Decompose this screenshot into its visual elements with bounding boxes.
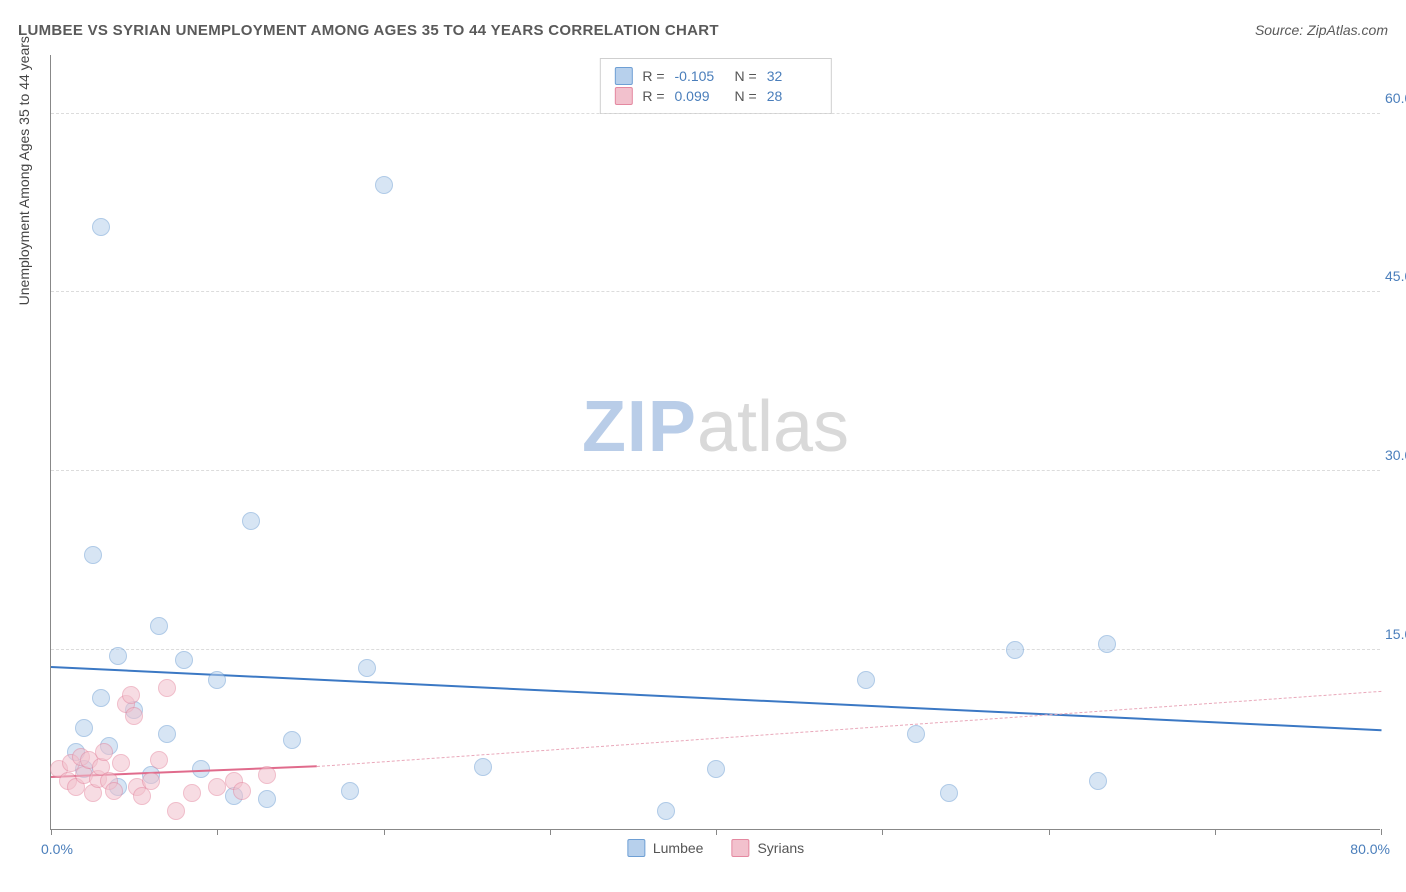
data-point [940,784,958,802]
data-point [158,679,176,697]
legend-item: Lumbee [627,839,704,857]
data-point [105,782,123,800]
gridline [51,113,1380,114]
legend-swatch [614,87,632,105]
data-point [167,802,185,820]
data-point [208,671,226,689]
data-point [125,707,143,725]
watermark: ZIPatlas [582,386,849,468]
data-point [907,725,925,743]
trend-line [317,691,1381,767]
y-tick-label: 45.0% [1385,268,1406,284]
data-point [150,617,168,635]
data-point [75,719,93,737]
data-point [258,790,276,808]
x-tick [1381,829,1382,835]
stat-n-value: 32 [767,68,817,84]
legend: Lumbee Syrians [627,839,804,857]
watermark-zip: ZIP [582,387,697,467]
legend-swatch [731,839,749,857]
stats-box: R = -0.105 N = 32 R = 0.099 N = 28 [599,58,831,114]
x-tick [550,829,551,835]
data-point [375,176,393,194]
data-point [142,772,160,790]
data-point [857,671,875,689]
data-point [92,218,110,236]
data-point [175,651,193,669]
x-tick [51,829,52,835]
stat-r-value: -0.105 [675,68,725,84]
data-point [84,546,102,564]
legend-item: Syrians [731,839,804,857]
data-point [208,778,226,796]
gridline [51,291,1380,292]
data-point [183,784,201,802]
stats-row: R = -0.105 N = 32 [614,67,816,85]
y-axis-title: Unemployment Among Ages 35 to 44 years [16,36,32,305]
data-point [112,754,130,772]
data-point [341,782,359,800]
gridline [51,470,1380,471]
y-tick-label: 15.0% [1385,626,1406,642]
plot-area: ZIPatlas R = -0.105 N = 32 R = 0.099 N = 28 0.0… [50,55,1380,830]
legend-swatch [614,67,632,85]
chart-container: LUMBEE VS SYRIAN UNEMPLOYMENT AMONG AGES… [0,0,1406,892]
legend-label: Lumbee [653,840,704,856]
data-point [258,766,276,784]
data-point [242,512,260,530]
data-point [707,760,725,778]
x-axis-max-label: 80.0% [1350,841,1390,857]
gridline [51,649,1380,650]
x-tick [217,829,218,835]
y-tick-label: 30.0% [1385,447,1406,463]
data-point [657,802,675,820]
y-tick-label: 60.0% [1385,90,1406,106]
stat-n-value: 28 [767,88,817,104]
stats-row: R = 0.099 N = 28 [614,87,816,105]
data-point [92,689,110,707]
data-point [1006,641,1024,659]
x-tick [716,829,717,835]
stat-n-label: N = [735,88,757,104]
x-tick [882,829,883,835]
legend-label: Syrians [757,840,804,856]
x-tick [384,829,385,835]
stat-r-label: R = [642,68,664,84]
data-point [474,758,492,776]
x-axis-min-label: 0.0% [41,841,73,857]
legend-swatch [627,839,645,857]
data-point [158,725,176,743]
data-point [1098,635,1116,653]
data-point [109,647,127,665]
data-point [283,731,301,749]
data-point [95,743,113,761]
x-tick [1215,829,1216,835]
data-point [358,659,376,677]
stat-r-value: 0.099 [675,88,725,104]
source-attribution: Source: ZipAtlas.com [1255,22,1388,38]
data-point [233,782,251,800]
x-tick [1049,829,1050,835]
stat-n-label: N = [735,68,757,84]
stat-r-label: R = [642,88,664,104]
trend-line [51,666,1381,731]
data-point [1089,772,1107,790]
data-point [122,686,140,704]
watermark-atlas: atlas [697,387,849,467]
chart-title: LUMBEE VS SYRIAN UNEMPLOYMENT AMONG AGES… [18,22,719,39]
data-point [150,751,168,769]
